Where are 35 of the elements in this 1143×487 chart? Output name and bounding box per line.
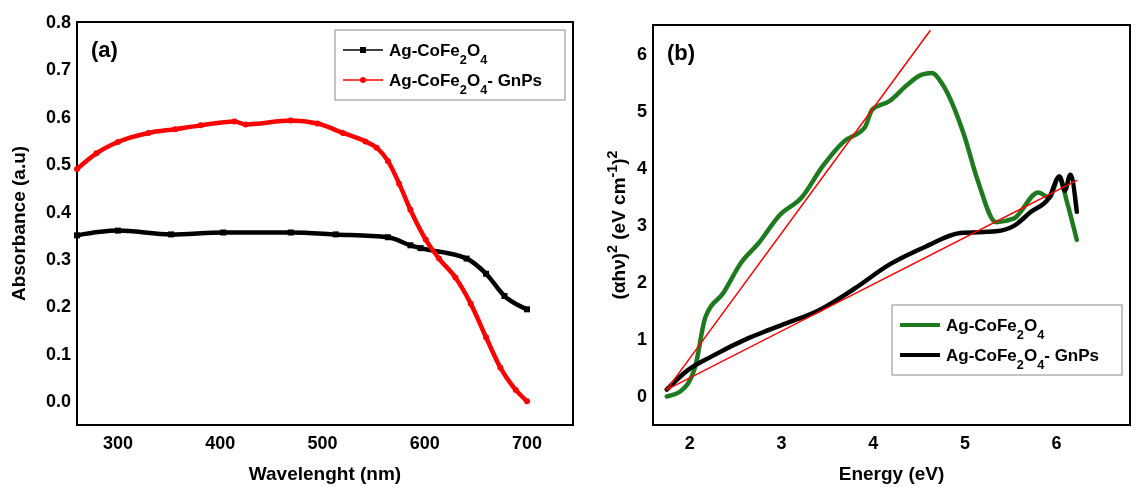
- y-tick-label: 0.5: [45, 154, 71, 175]
- legend-label: Ag-CoFe$_{2}$O$_{4}$: [946, 316, 1046, 342]
- legend-label: Ag-CoFe$_{2}$O$_{4}$: [389, 41, 489, 67]
- y-tick-label: 2: [636, 272, 647, 293]
- annotation: (a): [91, 37, 118, 62]
- y-tick-label: 0.6: [45, 106, 71, 127]
- y-tick-label: 0.4: [45, 201, 71, 222]
- y-tick-label: 0.3: [45, 249, 71, 270]
- x-tick-label: 300: [102, 433, 133, 453]
- y-tick-label: 0: [636, 386, 647, 407]
- y-tick-label: 5: [636, 100, 647, 121]
- y-tick-label: 0.0: [45, 391, 71, 412]
- x-tick-label: 4: [868, 433, 879, 453]
- y-tick-label: 3: [636, 215, 647, 235]
- x-tick-label: 6: [1051, 433, 1062, 453]
- y-axis-title: Absorbance (a.u): [8, 145, 29, 302]
- x-tick-label: 2: [684, 433, 695, 453]
- y-tick-label: 0.2: [45, 296, 71, 317]
- x-tick-label: 500: [307, 433, 338, 453]
- x-tick-label: 3: [776, 433, 787, 453]
- x-tick-label: 400: [205, 433, 236, 453]
- y-tick-label: 0.8: [45, 12, 71, 32]
- y-tick-label: 6: [636, 43, 647, 64]
- x-tick-label: 5: [959, 433, 970, 453]
- x-tick-label: 700: [511, 433, 542, 453]
- legend-label: Ag-CoFe$_{2}$O$_{4}$- GnPs: [946, 346, 1100, 372]
- x-axis-title: Wavelenght (nm): [248, 463, 402, 484]
- y-tick-label: 0.1: [45, 343, 71, 364]
- y-tick-label: 4: [636, 157, 647, 178]
- x-tick-label: 600: [409, 433, 440, 453]
- y-tick-label: 0.7: [45, 59, 71, 80]
- annotation: (b): [667, 40, 696, 65]
- legend-label: Ag-CoFe$_{2}$O$_{4}$- GnPs: [389, 71, 543, 97]
- x-axis-title: Energy (eV): [838, 463, 945, 484]
- y-tick-label: 1: [636, 329, 647, 350]
